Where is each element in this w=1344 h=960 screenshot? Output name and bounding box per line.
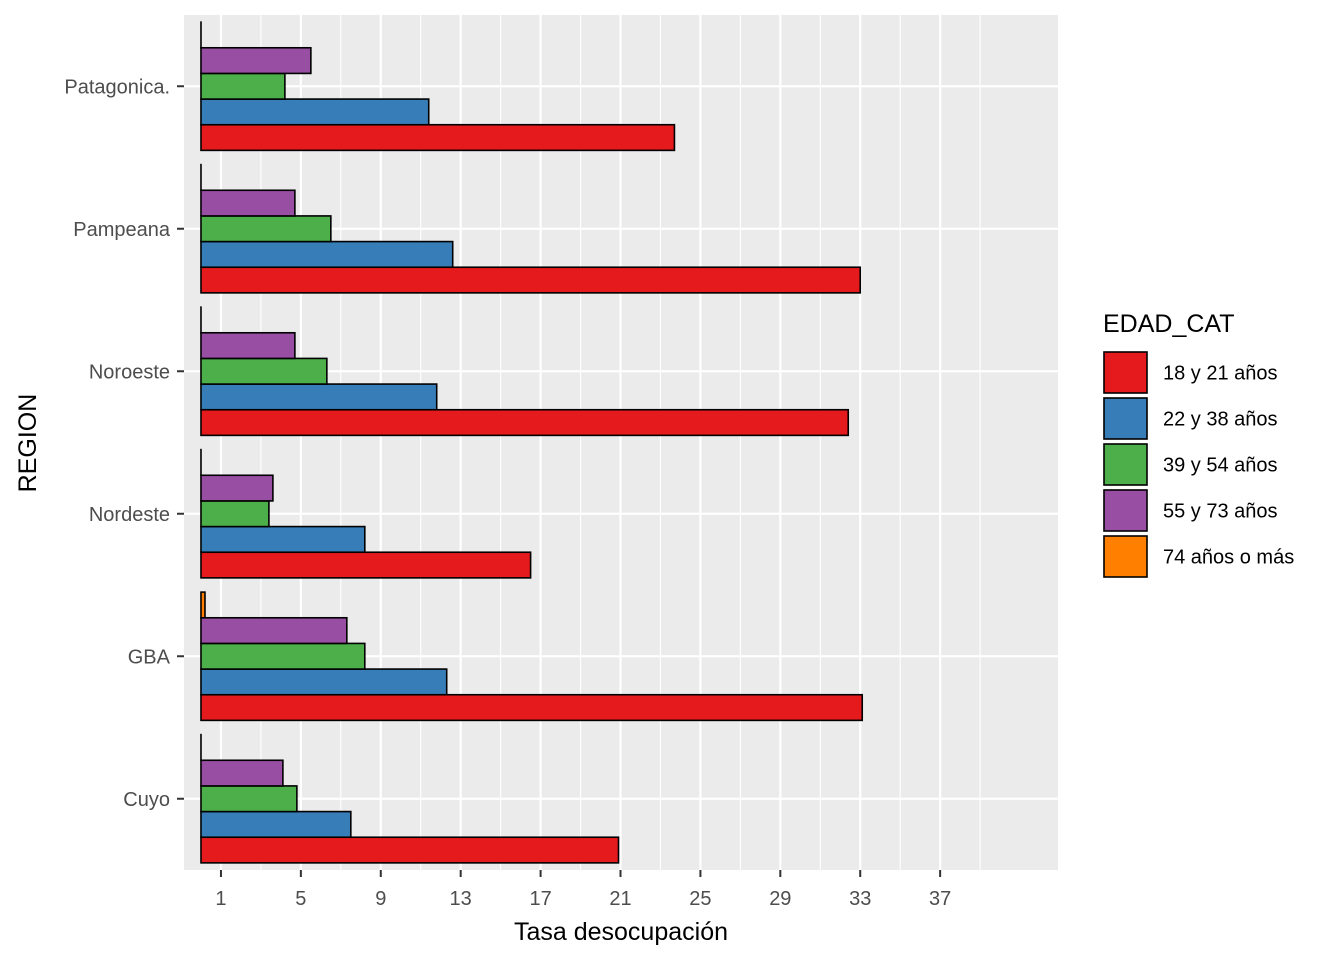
x-tick-label: 37 [929, 888, 951, 910]
legend-title: EDAD_CAT [1103, 310, 1235, 338]
y-tick-label: Patagonica. [64, 76, 170, 98]
bar [200, 408, 850, 437]
legend-key [1103, 397, 1148, 440]
legend-label: 22 y 38 años [1163, 409, 1278, 431]
y-tick-label: Noroeste [89, 361, 170, 383]
bar [200, 98, 430, 126]
bar [200, 357, 328, 385]
x-tick-label: 17 [529, 888, 551, 910]
legend-label: 39 y 54 años [1163, 455, 1278, 477]
bar [200, 668, 448, 696]
bar [200, 72, 286, 100]
y-tick-label: Pampeana [73, 219, 171, 241]
y-tick-label: Cuyo [123, 789, 170, 811]
legend-label: 18 y 21 años [1163, 363, 1278, 385]
bar [200, 240, 454, 269]
grid-lines [184, 15, 1058, 870]
bar [200, 616, 348, 645]
bar [200, 500, 270, 528]
legend-label: 74 años o más [1163, 547, 1294, 569]
bar [200, 551, 532, 579]
bar [200, 525, 366, 554]
x-tick-label: 13 [450, 888, 472, 910]
x-tick-label: 29 [769, 888, 791, 910]
y-tick-label: Nordeste [89, 504, 170, 526]
x-tick-label: 25 [689, 888, 711, 910]
x-tick-label: 5 [295, 888, 306, 910]
y-axis-title: REGION [14, 394, 42, 493]
x-tick-label: 21 [609, 888, 631, 910]
bar [200, 591, 206, 619]
bar [200, 266, 862, 294]
legend-key [1103, 351, 1148, 394]
bar [200, 474, 274, 502]
legend-key [1103, 443, 1148, 486]
x-tick-label: 33 [849, 888, 871, 910]
bar [200, 123, 676, 152]
legend-key [1103, 535, 1148, 578]
bar [200, 836, 620, 864]
bar [200, 785, 298, 813]
y-tick-label: GBA [128, 646, 171, 668]
legend-label: 55 y 73 años [1163, 501, 1278, 523]
y-axis: Cuyo GBA Nordeste Noroeste Pampeana Patagonic… [64, 76, 184, 811]
bar [200, 383, 438, 411]
x-axis-title: Tasa desocupación [514, 918, 728, 946]
bar [200, 215, 332, 243]
bar [200, 693, 864, 722]
bar [200, 810, 352, 839]
bar [200, 759, 284, 787]
bar [200, 46, 312, 75]
legend: EDAD_CAT 18 y 21 años 22 y 38 años 39 y 54… [1103, 310, 1294, 578]
bar [200, 189, 296, 217]
x-tick-label: 1 [215, 888, 226, 910]
bars [200, 21, 864, 864]
x-tick-label: 9 [375, 888, 386, 910]
bar [200, 642, 366, 670]
x-axis: 1 5 9 13 17 21 25 29 33 37 [215, 870, 951, 910]
bar [200, 331, 296, 360]
legend-key [1103, 489, 1148, 532]
